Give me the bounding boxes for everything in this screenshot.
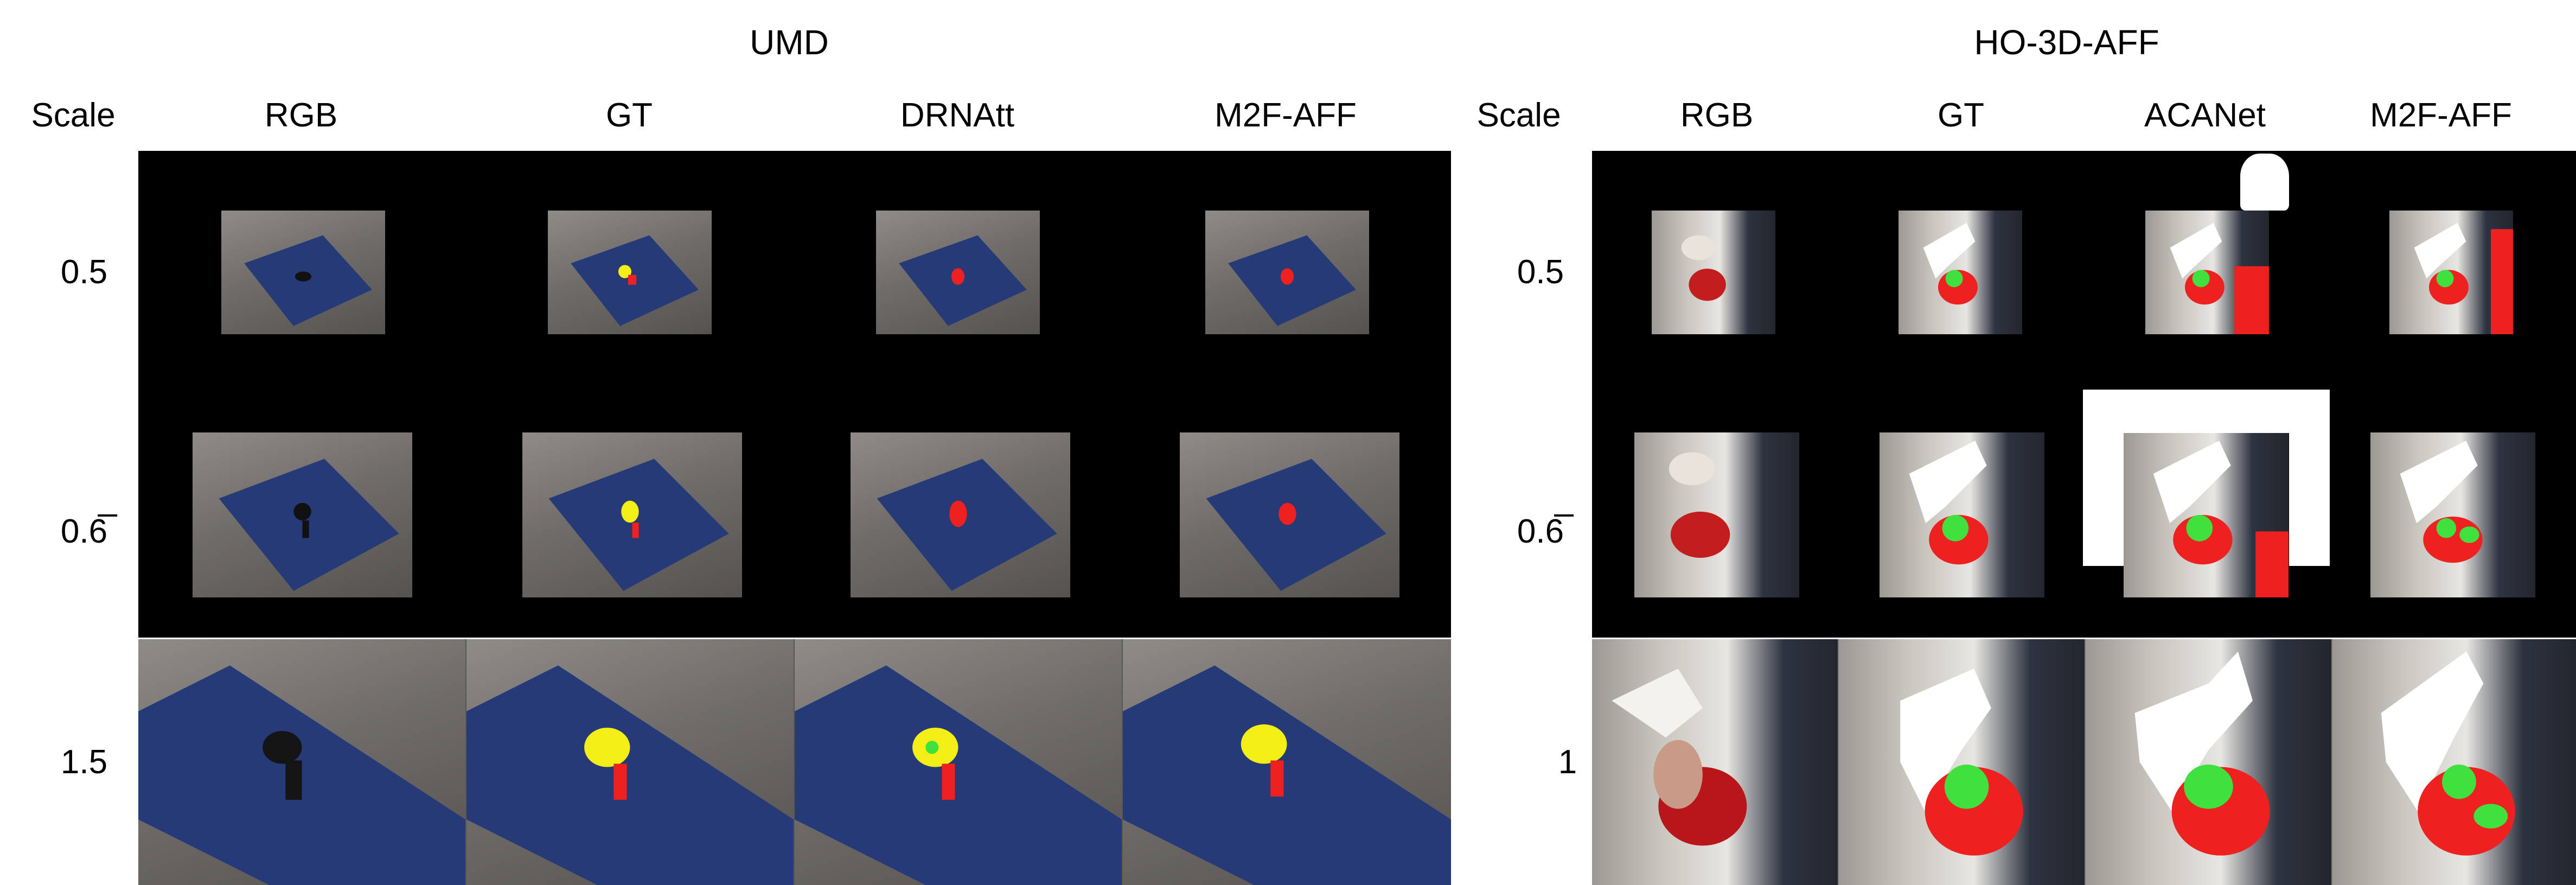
ho3d-m2f-0-6 <box>2370 432 2535 597</box>
ho3d-scale-2: 1 <box>1558 743 1577 781</box>
ho3d-rgb-0-6 <box>1634 432 1799 597</box>
ho3d-acanet-0-6 <box>2124 432 2289 597</box>
umd-col-rgb: RGB <box>264 97 338 134</box>
ho3d-m2f-0-5 <box>2389 211 2513 334</box>
ho3d-rgb-0-5 <box>1652 211 1775 334</box>
ho3d-acanet-0-5 <box>2145 211 2269 334</box>
ho3d-col-rgb: RGB <box>1680 97 1754 134</box>
umd-scale-2: 1.5 <box>60 743 108 781</box>
ho3d-col-acanet: ACANet <box>2144 97 2266 134</box>
ho3d-gt-0-5 <box>1899 211 2022 334</box>
ho3d-acanet-1 <box>2086 639 2331 885</box>
ho3d-acanet-0-5-overflow <box>2240 154 2289 211</box>
ho3d-gt-1 <box>1839 639 2085 885</box>
ho3d-col-gt: GT <box>1937 97 1985 134</box>
ho3d-m2f-1 <box>2332 639 2576 885</box>
umd-col-m2f: M2F-AFF <box>1215 97 1357 134</box>
umd-m2f-0-6 <box>1180 432 1399 597</box>
ho3d-acanet-0-6-frame-left <box>2083 390 2124 566</box>
umd-drnatt-1-5 <box>795 639 1122 885</box>
ho3d-acanet-0-6-frame-right <box>2289 390 2330 566</box>
ho3d-scale-1: 0.6̅ <box>1517 513 1564 550</box>
umd-title: UMD <box>750 23 829 62</box>
ho3d-acanet-0-6-frame-top <box>2083 390 2330 433</box>
umd-m2f-0-5 <box>1205 211 1369 334</box>
umd-rgb-1-5 <box>138 639 465 885</box>
umd-scale-1: 0.6̅ <box>60 513 108 550</box>
umd-gt-1-5 <box>466 639 794 885</box>
umd-col-drnatt: DRNAtt <box>900 97 1015 134</box>
ho3d-gt-0-6 <box>1880 432 2044 597</box>
ho3d-col-m2f: M2F-AFF <box>2370 97 2512 134</box>
umd-scale-header: Scale <box>31 97 116 134</box>
umd-scale-0: 0.5 <box>60 253 108 291</box>
ho3d-scale-0: 0.5 <box>1517 253 1564 291</box>
umd-gt-0-6 <box>522 432 742 597</box>
umd-drnatt-0-6 <box>851 432 1070 597</box>
ho3d-scale-header: Scale <box>1476 97 1561 134</box>
ho3d-rgb-1 <box>1592 639 1838 885</box>
ho3d-title: HO-3D-AFF <box>1974 23 2159 62</box>
umd-col-gt: GT <box>605 97 653 134</box>
umd-drnatt-0-5 <box>876 211 1040 334</box>
umd-gt-0-5 <box>548 211 712 334</box>
umd-m2f-1-5 <box>1123 639 1451 885</box>
umd-rgb-0-6 <box>193 432 412 597</box>
umd-rgb-0-5 <box>221 211 385 334</box>
